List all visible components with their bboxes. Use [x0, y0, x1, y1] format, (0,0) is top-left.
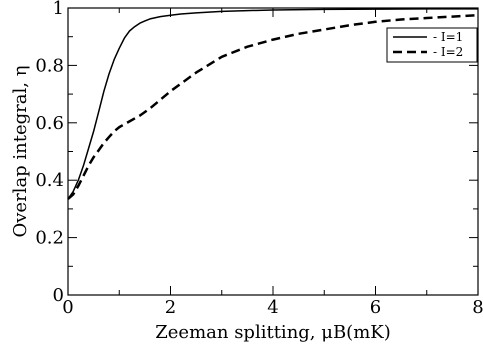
x-tick-label: 2: [165, 297, 176, 318]
legend: - I=1 - I=2: [386, 27, 478, 63]
legend-box: [386, 27, 478, 63]
legend-label-series-1: - I=1: [433, 30, 463, 44]
plot-lines: [67, 8, 479, 200]
y-tick-label: 0.6: [35, 113, 64, 134]
x-tick-label: 4: [267, 297, 278, 318]
x-tick-label: 0: [62, 297, 73, 318]
x-tick-label: 8: [472, 297, 483, 318]
y-tick-label: 0.4: [35, 170, 64, 191]
y-tick-label: 0.2: [35, 228, 64, 249]
y-tick-label: 0.8: [35, 55, 64, 76]
y-tick-label: 0: [53, 285, 64, 306]
tick-labels: 0 2 4 6 8 0 0.2 0.4 0.6 0.8 1: [35, 0, 483, 318]
x-tick-label: 6: [370, 297, 381, 318]
y-axis-label: Overlap integral, η: [10, 66, 31, 238]
axis-ticks: [67, 7, 479, 296]
series-line-2: [67, 13, 479, 200]
y-tick-label: 1: [53, 0, 64, 19]
x-axis-label: Zeeman splitting, μB(mK): [155, 322, 390, 343]
legend-label-series-2: - I=2: [433, 45, 463, 59]
series-line-1: [67, 8, 478, 200]
